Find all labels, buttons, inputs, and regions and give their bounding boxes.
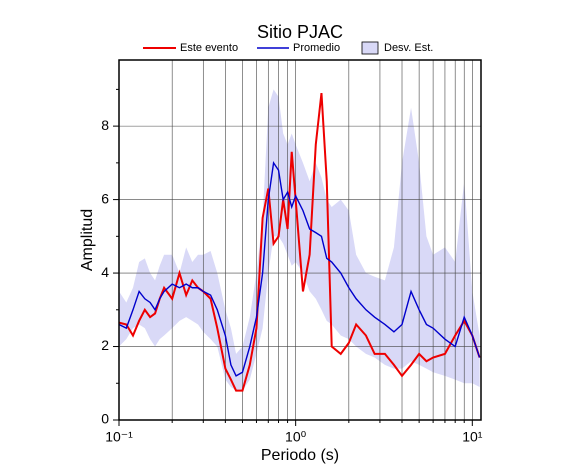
legend-label: Este evento: [180, 42, 238, 54]
x-tick-label: 10⁻¹: [105, 429, 133, 445]
series-line: [118, 160, 481, 377]
legend-label: Promedio: [293, 42, 340, 54]
legend-label: Desv. Est.: [384, 42, 433, 54]
y-tick-label: 6: [101, 190, 109, 206]
y-tick-label: 4: [101, 264, 109, 280]
chart-title: Sitio PJAC: [257, 22, 343, 42]
y-tick-label: 2: [101, 337, 109, 353]
x-tick-label: 10¹: [462, 429, 483, 445]
series-line: [118, 92, 481, 392]
y-tick-label: 8: [101, 117, 109, 133]
x-axis-label: Periodo (s): [261, 447, 339, 464]
legend-swatch: [361, 41, 379, 55]
plot-frame: [118, 59, 482, 421]
x-tick-label: 10⁰: [285, 429, 307, 445]
y-axis-label: Amplitud: [79, 209, 96, 271]
y-tick-label: 0: [101, 411, 109, 427]
